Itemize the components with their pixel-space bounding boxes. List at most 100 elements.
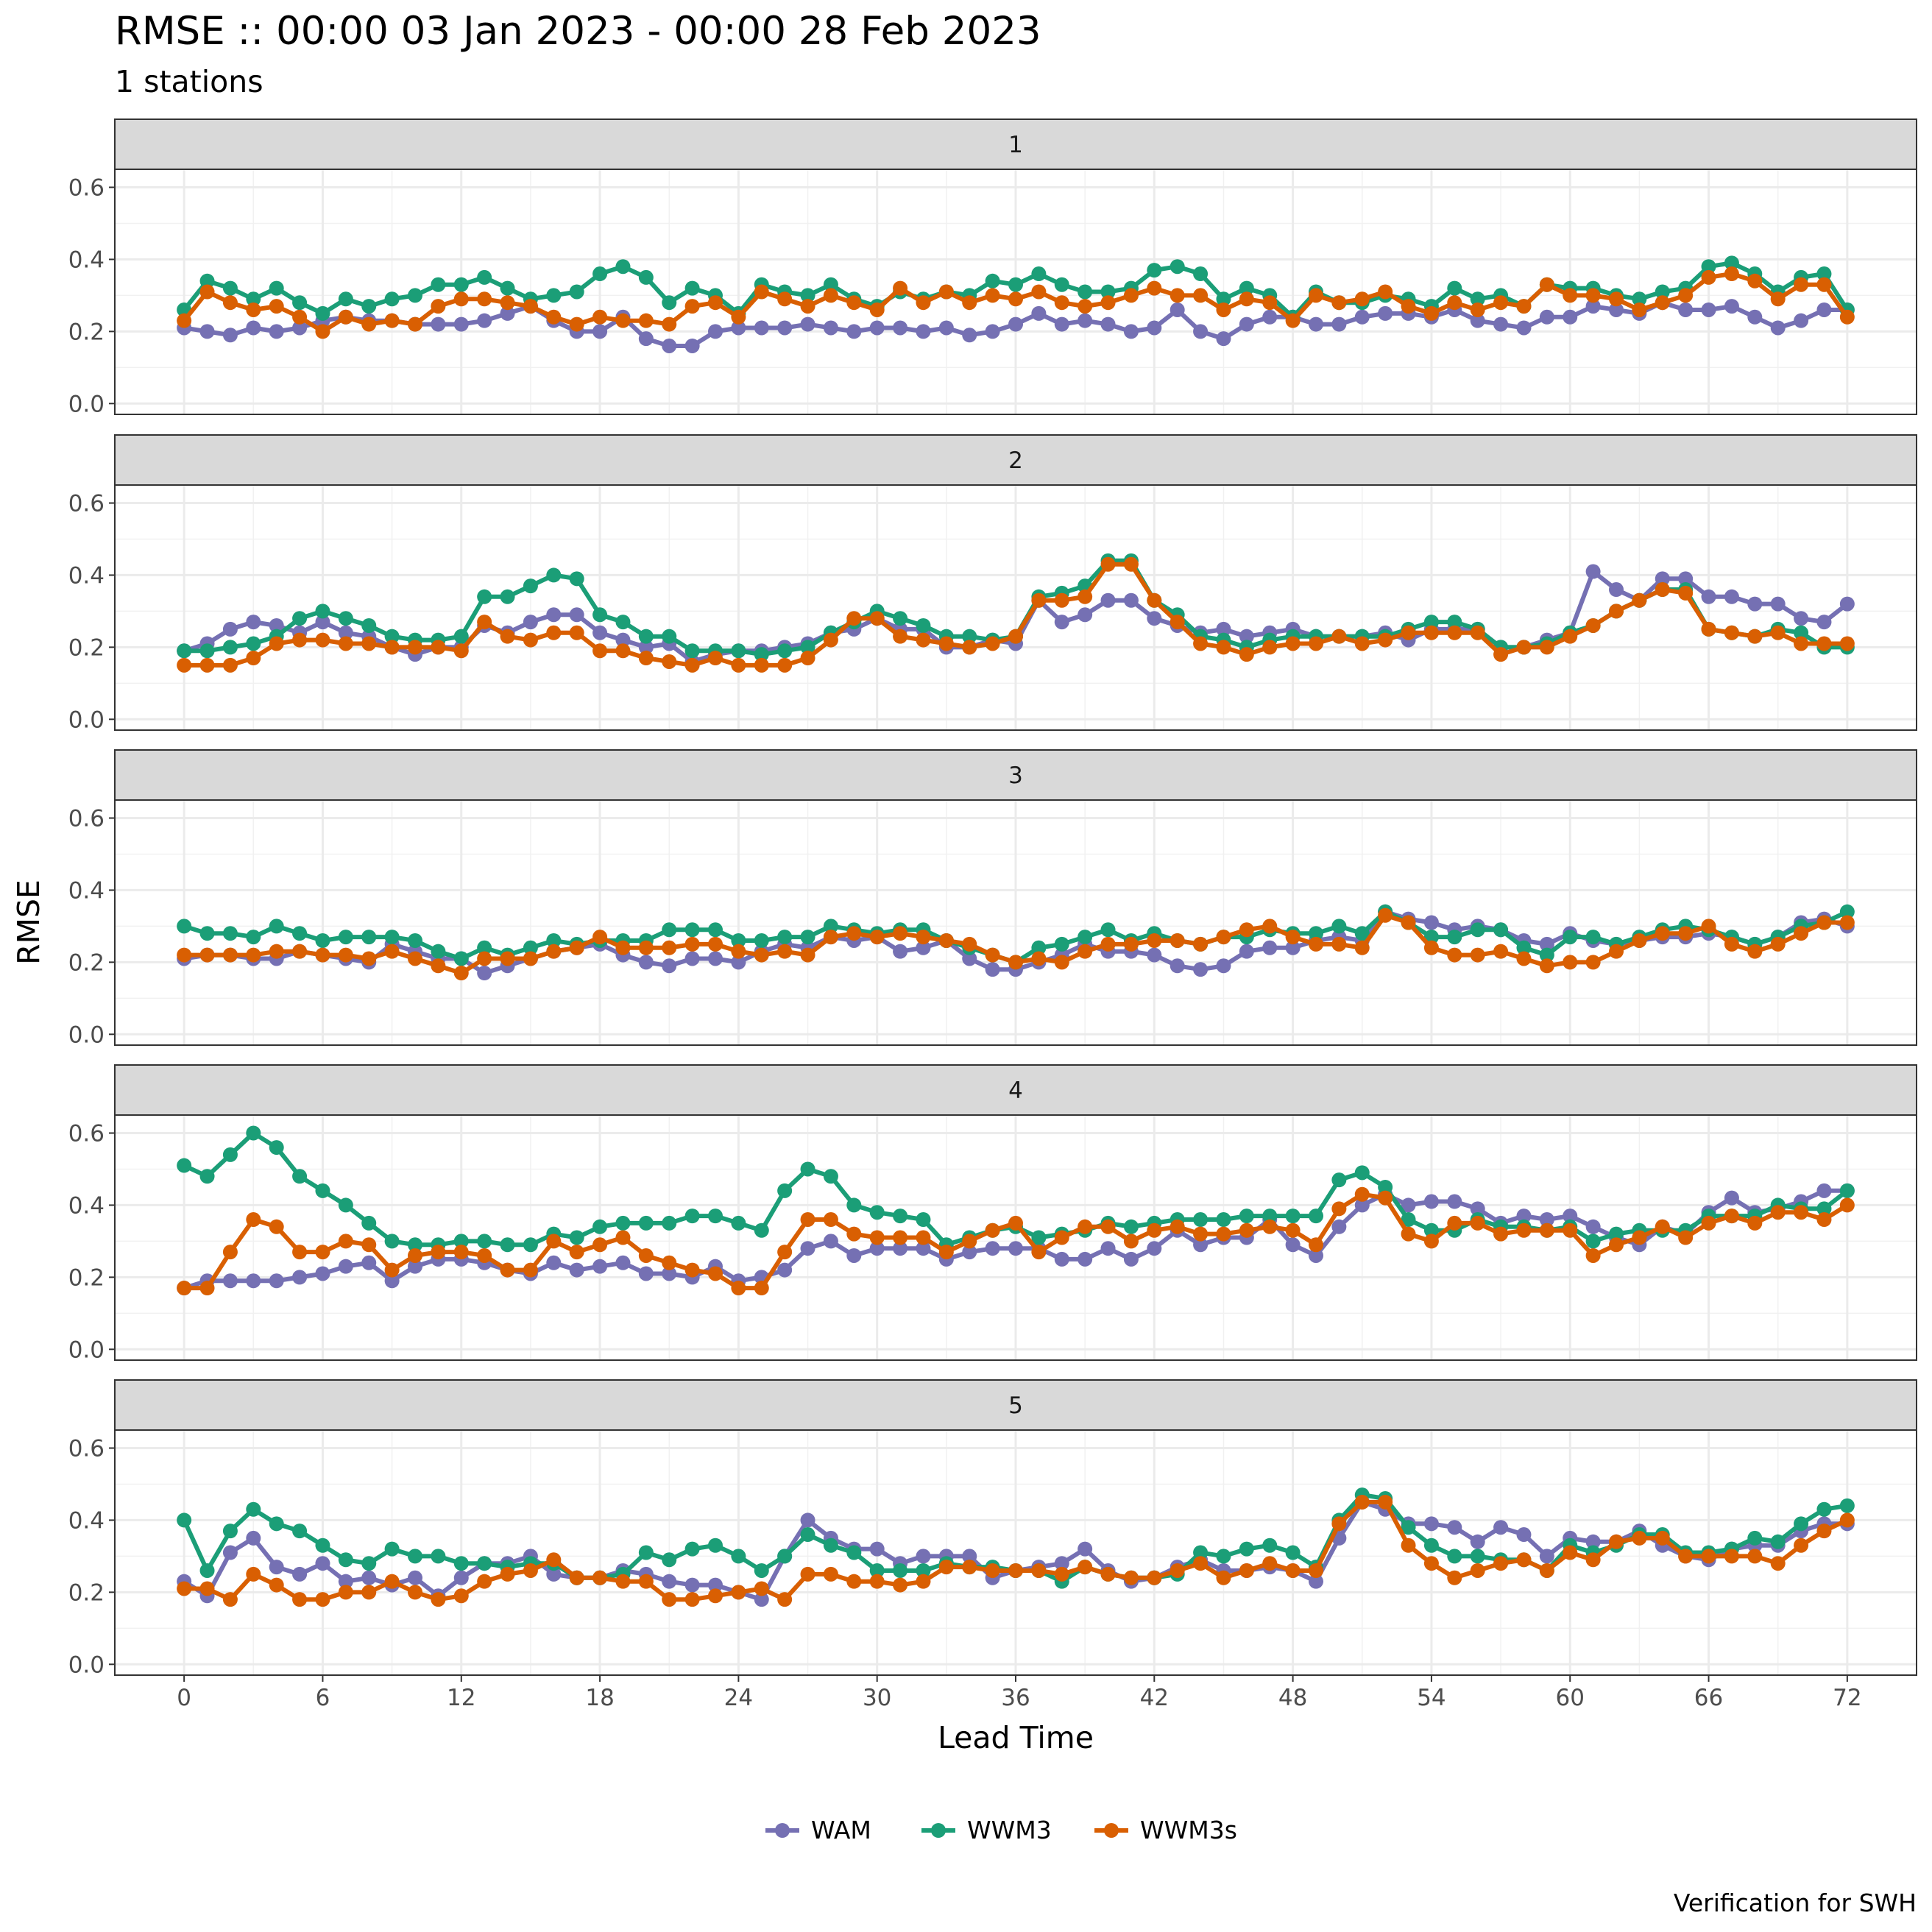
data-point-wam bbox=[246, 1530, 261, 1546]
data-point-wam bbox=[684, 338, 700, 353]
data-point-wwm3 bbox=[1516, 940, 1532, 955]
y-tick-label: 0.4 bbox=[68, 247, 105, 273]
data-point-wam bbox=[1655, 571, 1670, 587]
data-point-wwm3 bbox=[431, 277, 446, 292]
data-point-wwm3s bbox=[1100, 1219, 1116, 1234]
data-point-wwm3 bbox=[1816, 1501, 1832, 1517]
data-point-wwm3s bbox=[1100, 1566, 1116, 1582]
data-point-wwm3s bbox=[754, 947, 769, 963]
data-point-wam bbox=[1008, 1241, 1023, 1256]
data-point-wwm3s bbox=[846, 1226, 862, 1242]
data-point-wwm3s bbox=[823, 1212, 838, 1228]
data-point-wwm3s bbox=[500, 951, 515, 966]
data-point-wam bbox=[1770, 320, 1786, 336]
data-point-wwm3s bbox=[823, 1566, 838, 1582]
data-point-wam bbox=[1239, 629, 1254, 644]
data-point-wwm3s bbox=[1100, 295, 1116, 311]
data-point-wwm3s bbox=[477, 1248, 492, 1263]
data-point-wwm3 bbox=[1423, 1222, 1439, 1238]
data-point-wwm3s bbox=[1100, 936, 1116, 952]
data-point-wwm3 bbox=[384, 930, 400, 945]
data-point-wwm3s bbox=[708, 1266, 723, 1281]
data-point-wwm3s bbox=[893, 1230, 908, 1245]
data-point-wwm3s bbox=[1678, 926, 1694, 941]
x-tick-label: 0 bbox=[177, 1685, 191, 1711]
data-point-wwm3s bbox=[708, 295, 723, 311]
data-point-wwm3s bbox=[1078, 589, 1093, 604]
data-point-wwm3s bbox=[1563, 955, 1578, 970]
data-point-wam bbox=[731, 320, 746, 336]
data-point-wam bbox=[846, 324, 862, 339]
data-point-wwm3s bbox=[1678, 1549, 1694, 1564]
data-point-wwm3s bbox=[1331, 629, 1347, 644]
data-point-wwm3s bbox=[1078, 944, 1093, 959]
data-point-wwm3 bbox=[1655, 284, 1670, 300]
data-point-wwm3s bbox=[1216, 640, 1231, 655]
data-point-wwm3 bbox=[615, 615, 631, 630]
data-point-wwm3s bbox=[777, 1245, 793, 1260]
data-point-wwm3s bbox=[916, 1230, 931, 1245]
data-point-wam bbox=[846, 1248, 862, 1263]
data-point-wwm3 bbox=[1309, 926, 1323, 941]
data-point-wwm3s bbox=[592, 643, 608, 659]
x-axis-label: Lead Time bbox=[938, 1720, 1094, 1755]
data-point-wam bbox=[1100, 592, 1116, 608]
data-point-wwm3 bbox=[1239, 280, 1254, 296]
data-point-wwm3 bbox=[199, 926, 215, 941]
data-point-wwm3s bbox=[1008, 291, 1023, 307]
data-point-wwm3 bbox=[361, 1556, 377, 1571]
data-point-wwm3 bbox=[246, 636, 261, 651]
data-point-wam bbox=[1724, 589, 1739, 604]
data-point-wam bbox=[1100, 1241, 1116, 1256]
data-point-wwm3s bbox=[615, 940, 631, 955]
data-point-wwm3 bbox=[1262, 1209, 1278, 1224]
data-point-wwm3s bbox=[1493, 1556, 1509, 1571]
data-point-wwm3 bbox=[1470, 922, 1485, 938]
data-point-wam bbox=[1470, 1534, 1485, 1549]
data-point-wam bbox=[1516, 1527, 1532, 1543]
data-point-wam bbox=[638, 331, 654, 347]
data-point-wwm3s bbox=[1100, 556, 1116, 572]
data-point-wwm3s bbox=[592, 1570, 608, 1585]
data-point-wwm3 bbox=[199, 1563, 215, 1578]
data-point-wwm3s bbox=[408, 1585, 422, 1600]
legend-label: WAM bbox=[811, 1816, 871, 1844]
data-point-wwm3s bbox=[1054, 295, 1069, 311]
y-tick-label: 0.0 bbox=[68, 707, 105, 733]
data-point-wam bbox=[800, 316, 815, 332]
data-point-wwm3s bbox=[823, 632, 838, 648]
data-point-wwm3s bbox=[893, 629, 908, 644]
data-point-wwm3 bbox=[453, 1234, 469, 1249]
data-point-wwm3 bbox=[777, 1183, 793, 1198]
data-point-wwm3 bbox=[1170, 259, 1185, 275]
data-point-wwm3s bbox=[1839, 1197, 1855, 1213]
data-point-wwm3s bbox=[569, 1570, 584, 1585]
data-point-wwm3 bbox=[500, 1237, 515, 1253]
data-point-wwm3s bbox=[1724, 625, 1739, 640]
data-point-wwm3 bbox=[1423, 615, 1439, 630]
data-point-wam bbox=[1054, 615, 1069, 630]
data-point-wwm3 bbox=[1193, 266, 1209, 282]
data-point-wwm3 bbox=[477, 269, 492, 285]
x-tick-label: 54 bbox=[1417, 1685, 1446, 1711]
data-point-wwm3 bbox=[1378, 1179, 1393, 1195]
data-point-wwm3s bbox=[177, 657, 192, 673]
data-point-wwm3s bbox=[177, 947, 192, 963]
data-point-wwm3 bbox=[292, 295, 308, 311]
data-point-wam bbox=[453, 316, 469, 332]
data-point-wwm3s bbox=[1031, 1245, 1047, 1260]
data-point-wwm3 bbox=[1285, 1209, 1301, 1224]
data-point-wwm3 bbox=[800, 288, 815, 303]
data-point-wwm3 bbox=[684, 643, 700, 659]
data-point-wwm3s bbox=[1493, 295, 1509, 311]
data-point-wam bbox=[315, 1556, 330, 1571]
data-point-wwm3s bbox=[1585, 618, 1601, 633]
data-point-wwm3s bbox=[222, 1245, 238, 1260]
facet-strip bbox=[114, 118, 1917, 170]
data-point-wwm3s bbox=[1078, 1219, 1093, 1234]
data-point-wwm3s bbox=[1262, 1556, 1278, 1571]
data-point-wam bbox=[1078, 1541, 1093, 1557]
y-tick-label: 0.6 bbox=[68, 490, 105, 517]
data-point-wam bbox=[292, 1566, 308, 1582]
data-point-wwm3s bbox=[500, 1262, 515, 1278]
